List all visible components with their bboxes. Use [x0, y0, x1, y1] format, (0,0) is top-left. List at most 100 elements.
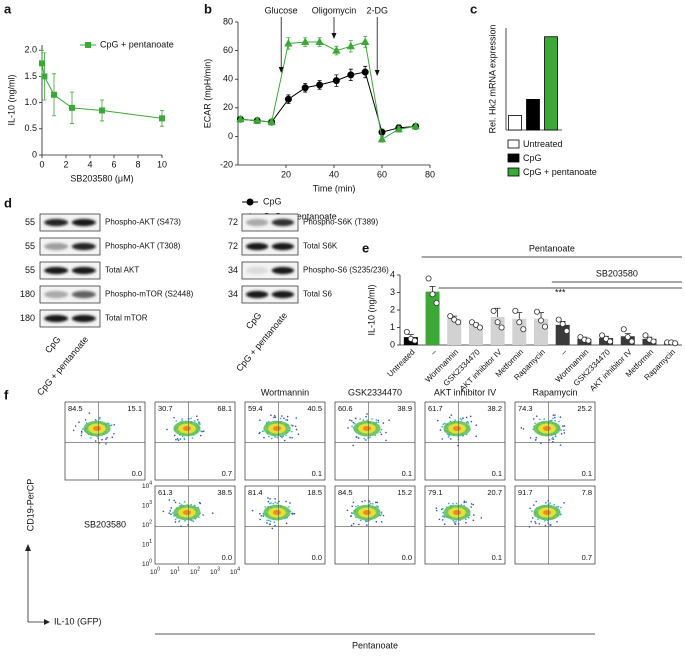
data-point	[69, 104, 75, 111]
mw-label: 72	[228, 217, 238, 227]
tick-label: 100	[150, 567, 160, 576]
data-point	[534, 308, 541, 315]
flow-event	[269, 520, 272, 523]
flow-event	[559, 416, 562, 418]
flow-event	[99, 416, 101, 419]
flow-event	[359, 519, 362, 522]
blot-band	[271, 218, 295, 227]
flow-event	[273, 521, 276, 524]
density	[543, 426, 551, 432]
lane-label: CpG + pentanoate	[35, 334, 90, 397]
flow-event	[266, 421, 268, 424]
flow-event	[198, 516, 200, 519]
flow-event	[366, 419, 368, 422]
data-point	[516, 319, 523, 326]
flow-event	[437, 419, 439, 422]
flow-event	[363, 437, 366, 440]
flow-event	[562, 425, 564, 427]
flow-event	[289, 502, 291, 504]
panel-label: f	[4, 387, 9, 402]
flow-event	[467, 422, 470, 424]
flow-event	[106, 436, 108, 439]
flow-event	[259, 431, 261, 434]
flow-event	[290, 424, 293, 426]
flow-event	[375, 520, 378, 523]
data-point	[411, 337, 418, 344]
x-tick-label: 80	[425, 169, 435, 179]
flow-event	[454, 419, 456, 421]
flow-event	[382, 514, 385, 517]
flow-event	[166, 428, 168, 431]
column-header: GSK2334470	[348, 387, 402, 397]
data-point	[284, 38, 293, 47]
flow-event	[273, 416, 275, 419]
flow-event	[469, 415, 472, 418]
flow-event	[465, 501, 467, 503]
data-point	[512, 307, 519, 314]
flow-event	[190, 417, 192, 420]
arrow-head	[374, 70, 380, 76]
flow-event	[162, 510, 165, 513]
flow-event	[80, 434, 83, 437]
data-point	[51, 91, 57, 98]
flow-event	[174, 521, 177, 523]
flow-event	[475, 435, 477, 438]
quadrant-value: 7.8	[582, 488, 592, 497]
quadrant-value: 0.1	[582, 469, 592, 478]
y-tick-label: 3	[390, 287, 395, 297]
data-point	[39, 60, 45, 67]
flow-event	[549, 502, 552, 504]
flow-event	[350, 524, 353, 527]
tick-base: 10	[190, 569, 198, 576]
arrow-head	[44, 619, 50, 625]
y-tick-label: 20	[223, 102, 233, 112]
tick-exp: 0	[149, 559, 152, 565]
flow-event	[286, 419, 289, 421]
quadrant-value: 81.4	[248, 488, 263, 497]
flow-event	[359, 418, 362, 420]
density	[183, 510, 191, 516]
data-point	[433, 299, 440, 306]
bar	[447, 318, 462, 345]
data-point	[332, 77, 340, 85]
tick-label: 102	[142, 520, 152, 529]
flow-event	[371, 418, 373, 420]
tick-base: 10	[230, 569, 238, 576]
flow-event	[351, 505, 354, 508]
data-point	[429, 291, 436, 298]
flow-event	[355, 436, 358, 438]
flow-event	[559, 444, 562, 446]
flow-event	[365, 439, 367, 441]
flow-event	[181, 418, 183, 420]
tick-base: 10	[142, 561, 150, 568]
tick-label: 103	[142, 500, 152, 509]
flow-event	[113, 423, 116, 426]
flow-event	[449, 438, 452, 440]
flow-event	[168, 499, 171, 501]
flow-event	[452, 503, 454, 505]
flow-event	[443, 516, 445, 518]
blot-band	[44, 242, 69, 251]
quadrant-value: 59.4	[248, 404, 263, 413]
flow-event	[105, 438, 107, 440]
legend-label: Untreated	[523, 139, 563, 149]
flow-event	[268, 502, 271, 505]
tick-exp: 3	[217, 567, 220, 573]
y-tick-label: 0	[390, 339, 395, 349]
flow-event	[267, 497, 269, 499]
blot-strip	[39, 285, 101, 304]
flow-event	[357, 437, 360, 439]
quadrant-value: 79.1	[428, 488, 443, 497]
flow-event	[190, 503, 192, 506]
quadrant-value: 60.6	[338, 404, 353, 413]
flow-event	[385, 431, 387, 434]
arrow-head	[331, 33, 337, 39]
quadrant-value: 0.1	[402, 469, 412, 478]
flow-event	[295, 417, 298, 419]
mw-label: 72	[228, 241, 238, 251]
protein-label: Total S6	[303, 290, 332, 299]
flow-event	[355, 505, 357, 508]
flow-event	[168, 512, 170, 514]
flow-event	[179, 438, 182, 440]
